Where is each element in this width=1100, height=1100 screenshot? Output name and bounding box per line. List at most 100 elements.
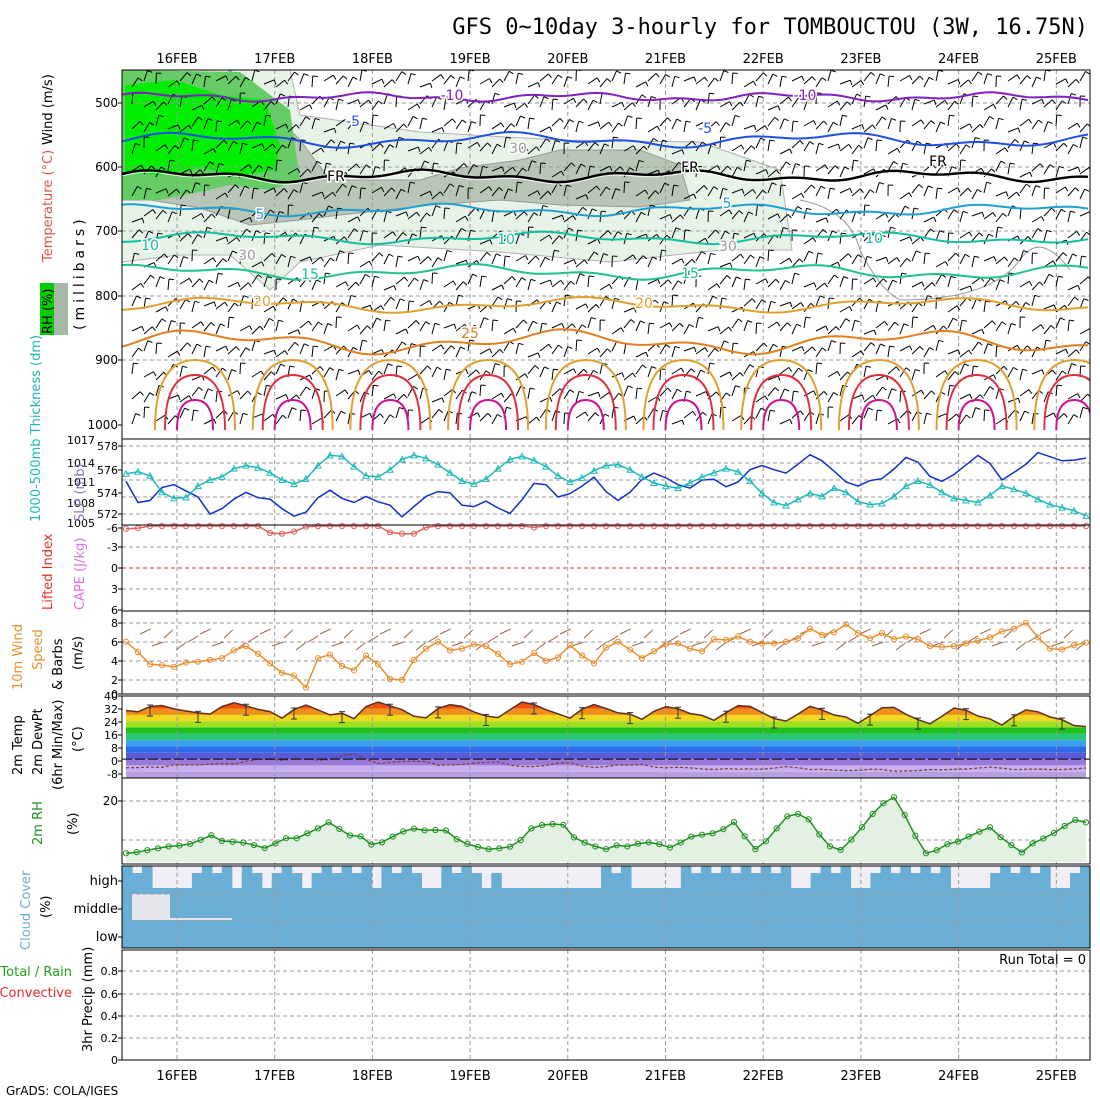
wind-barb (527, 94, 536, 105)
wind-barb-flag (199, 169, 204, 174)
wind-barb (431, 344, 442, 352)
surface-isotherm (750, 373, 813, 431)
wind-barb-flag (201, 213, 205, 219)
wind-barb (323, 127, 335, 133)
wind-barb (875, 410, 878, 422)
wind-barb-flag (1062, 370, 1067, 375)
wind-barb-flag (1085, 341, 1090, 345)
wind-barb-flag (891, 388, 897, 391)
wind-barb-flag (1075, 79, 1080, 84)
wind-barb-flag (391, 79, 396, 84)
data-point (624, 843, 631, 850)
wind-barb (887, 161, 894, 172)
wind-barb (287, 407, 293, 419)
wind-barb-flag (625, 72, 631, 75)
data-point (902, 482, 910, 490)
data-point (554, 654, 562, 661)
wind-barb-flag (812, 346, 816, 352)
wind-barb-flag (1082, 136, 1088, 140)
wind-barb-flag (596, 77, 601, 83)
wind-barb (1031, 281, 1040, 291)
wind-barb (623, 307, 635, 313)
data-point (230, 647, 238, 654)
data-point (912, 832, 919, 839)
data-point (302, 684, 310, 691)
wind-barb-flag (474, 324, 479, 329)
wind-barb (227, 281, 239, 288)
cloud-bar (990, 873, 1001, 948)
wind-barb-flag (223, 139, 228, 145)
wind-barb-flag (277, 159, 283, 162)
wind-barb (971, 407, 977, 419)
wind-barb-flag (938, 339, 944, 343)
y-tick-label: low (96, 930, 119, 945)
wind-barb (191, 73, 197, 85)
wind-barb-flag (928, 185, 934, 189)
wind-barb (719, 275, 728, 285)
wind-barb (623, 254, 634, 262)
data-point (242, 642, 250, 650)
wind-barb-flag (293, 189, 299, 193)
wind-barb-flag (568, 227, 574, 231)
temp-band (126, 771, 1086, 778)
wind-barb (887, 321, 896, 332)
cloud-bar (940, 866, 951, 948)
wind-barb-flag (594, 412, 600, 417)
wind-barb-flag (453, 323, 457, 329)
wind-barb (779, 96, 789, 105)
wind-barb-flag (785, 279, 790, 284)
cloud-bar (591, 888, 602, 948)
data-point (578, 522, 586, 530)
wind-barb-flag (171, 211, 177, 215)
wind-barb-flag (206, 226, 212, 230)
rh2m-panel (121, 777, 1091, 865)
data-point (389, 833, 396, 840)
wind-barb-flag (823, 391, 828, 396)
data-point (350, 667, 358, 674)
wind-barb (383, 320, 387, 332)
wind-barb-flag (834, 165, 840, 170)
wind-barb (551, 369, 554, 381)
wind-barb (1079, 188, 1086, 200)
wind-barb (131, 164, 142, 172)
wind-barb (227, 184, 236, 194)
wind-barb-flag (990, 277, 995, 282)
wind-barb-flag (985, 300, 991, 303)
wind-barb-flag (471, 121, 477, 124)
data-point (272, 840, 279, 847)
data-point (794, 810, 802, 817)
wind-barb-flag (487, 142, 492, 147)
wind-barb-flag (760, 407, 766, 412)
panel-side-labels: RH (%) Temperature (°C) Wind (m/s) (mill… (0, 74, 96, 1052)
data-point (1058, 503, 1066, 511)
wind-barb (311, 388, 316, 400)
wind-barb (551, 301, 557, 313)
wind-barb (395, 123, 405, 133)
wind-barb-flag (769, 139, 775, 142)
wind-barb-flag (1060, 317, 1066, 321)
cloud-bar (710, 873, 722, 948)
wind-barb (1055, 209, 1062, 220)
wind-barb-flag (740, 144, 745, 150)
wind-barb (1007, 367, 1014, 378)
wind-barb (239, 362, 242, 375)
wind-barb (143, 274, 152, 285)
wind10m-barb (175, 642, 186, 651)
wind-barb-flag (777, 375, 781, 381)
wind-barb-flag (800, 193, 805, 198)
y-tick-label-right: 1011 (67, 476, 95, 489)
wind-barb-flag (137, 185, 142, 190)
wind-barb-flag (675, 227, 681, 231)
wind-barb (479, 208, 486, 220)
wind-barb (875, 256, 887, 262)
wind-barb (203, 161, 211, 172)
wind-barb (275, 188, 285, 197)
data-point (997, 834, 1004, 841)
wind-barb-flag (368, 99, 372, 105)
wind-barb (959, 349, 969, 358)
wind-barb-flag (1026, 183, 1031, 188)
wind-barb-flag (897, 418, 901, 424)
wind-barb (179, 96, 183, 108)
wind-barb-flag (247, 282, 252, 287)
wind-barb (323, 323, 329, 335)
